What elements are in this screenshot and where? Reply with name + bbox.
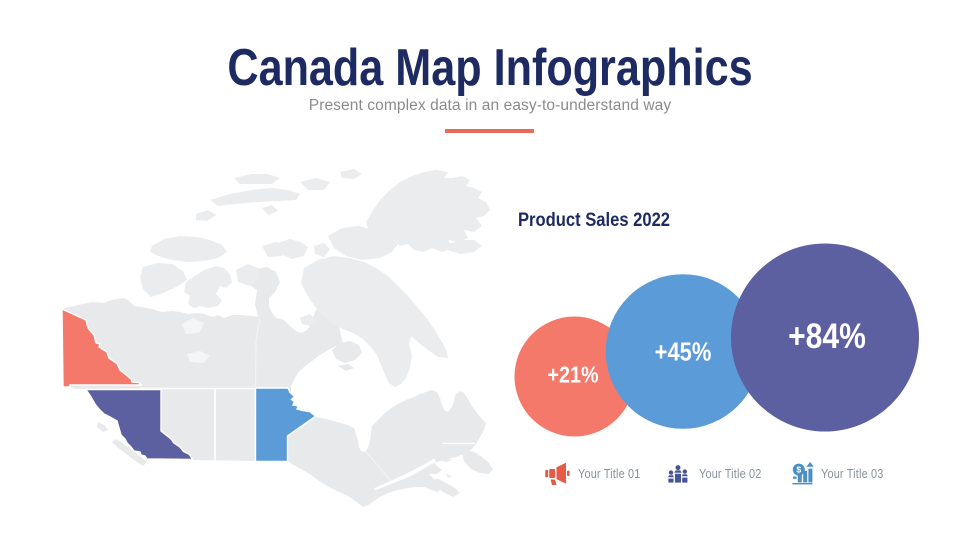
svg-text:$: $ <box>796 465 801 475</box>
